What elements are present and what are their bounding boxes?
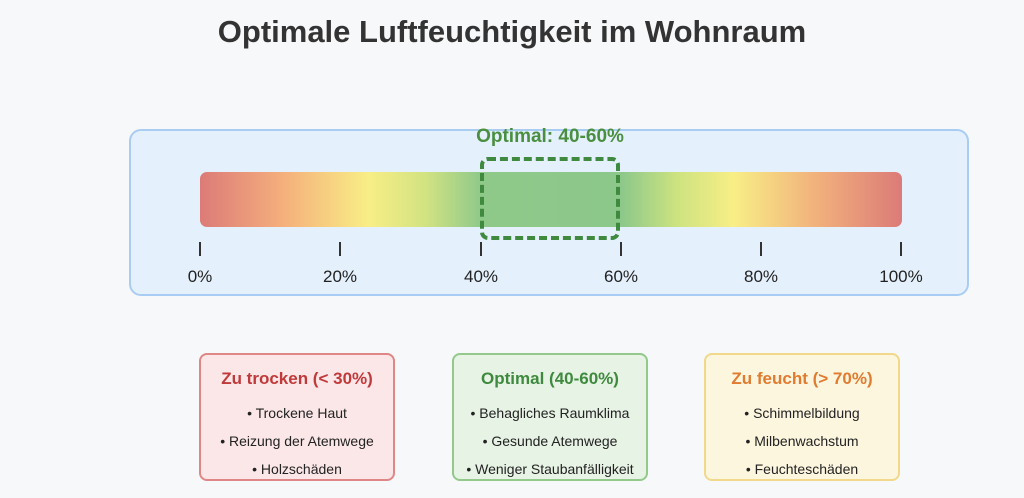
card-list-optimal: • Behagliches Raumklima • Gesunde Atemwe…	[454, 399, 646, 483]
card-title-too-humid: Zu feucht (> 70%)	[731, 369, 873, 388]
card-list-too-dry: • Trockene Haut • Reizung der Atemwege •…	[201, 399, 393, 483]
scale-tick-100	[900, 242, 902, 256]
list-item: • Feuchteschäden	[745, 461, 859, 477]
scale-tick-60	[620, 242, 622, 256]
list-item: • Behagliches Raumklima	[470, 405, 630, 421]
page-title: Optimale Luftfeuchtigkeit im Wohnraum	[217, 14, 807, 49]
card-title-optimal: Optimal (40-60%)	[481, 369, 619, 388]
scale-label-100: 100%	[879, 267, 923, 286]
scale-tick-0	[199, 242, 201, 256]
list-item: • Weniger Staubanfälligkeit	[466, 461, 634, 477]
scale-label-80: 80%	[743, 267, 779, 286]
list-item: • Holzschäden	[252, 461, 342, 477]
card-optimal: Optimal (40-60%) • Behagliches Raumklima…	[452, 353, 648, 481]
scale-tick-80	[760, 242, 762, 256]
card-too-humid: Zu feucht (> 70%) • Schimmelbildung • Mi…	[704, 353, 900, 481]
scale-label-40: 40%	[463, 267, 499, 286]
optimal-range-marker	[480, 157, 620, 240]
scale-tick-40	[480, 242, 482, 256]
card-list-too-humid: • Schimmelbildung • Milbenwachstum • Feu…	[706, 399, 898, 483]
scale-tick-20	[339, 242, 341, 256]
card-too-dry: Zu trocken (< 30%) • Trockene Haut • Rei…	[199, 353, 395, 481]
list-item: • Milbenwachstum	[745, 433, 859, 449]
list-item: • Trockene Haut	[247, 405, 347, 421]
list-item: • Schimmelbildung	[744, 405, 860, 421]
scale-label-0: 0%	[187, 267, 213, 286]
list-item: • Gesunde Atemwege	[482, 433, 618, 449]
scale-label-20: 20%	[322, 267, 358, 286]
humidity-gradient-bar	[200, 172, 902, 227]
scale-label-60: 60%	[603, 267, 639, 286]
optimal-range-label: Optimal: 40-60%	[476, 126, 624, 147]
card-title-too-dry: Zu trocken (< 30%)	[221, 369, 373, 388]
list-item: • Reizung der Atemwege	[220, 433, 374, 449]
